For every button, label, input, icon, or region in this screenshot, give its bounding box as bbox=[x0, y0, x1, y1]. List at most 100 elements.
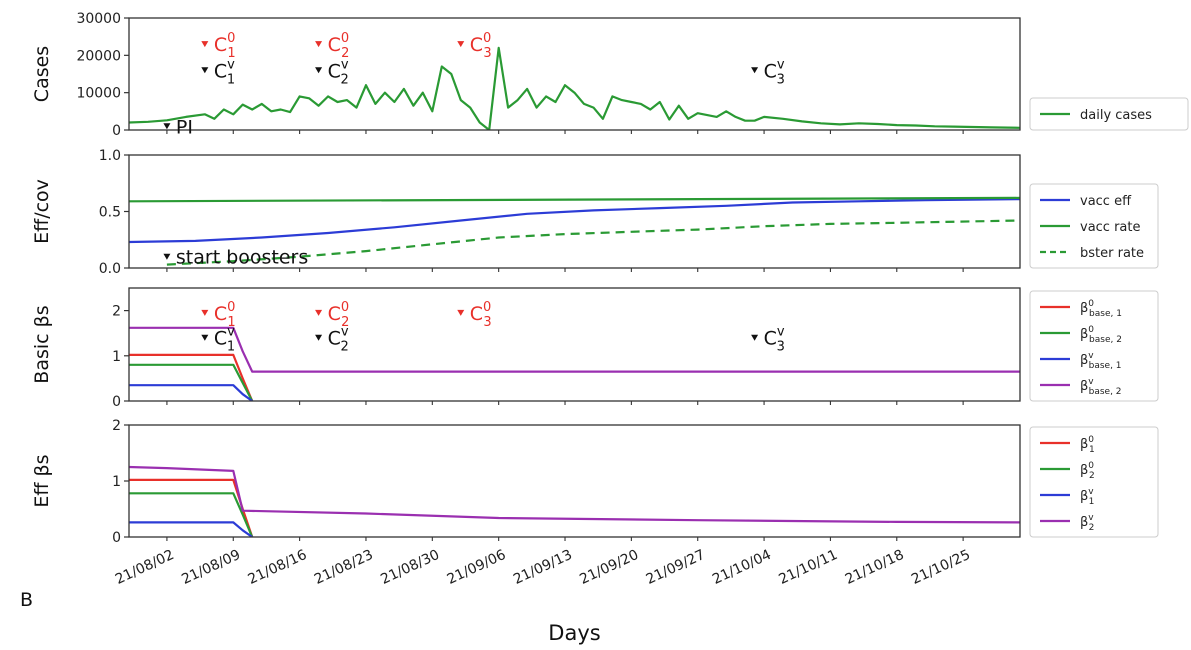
plot-frame bbox=[128, 424, 1021, 538]
x-tick-label: 21/10/04 bbox=[710, 547, 774, 588]
x-tick-label: 21/08/16 bbox=[246, 547, 310, 588]
annotation-marker bbox=[315, 41, 323, 48]
series-line-vacc-eff bbox=[129, 198, 1020, 244]
annotation-text: C bbox=[214, 328, 227, 350]
y-axis-label: Eff βs bbox=[31, 454, 53, 507]
annotation-sup: 0 bbox=[341, 31, 349, 46]
legend-sub: 2 bbox=[1089, 523, 1095, 533]
annotation-text: C bbox=[764, 60, 777, 82]
legend-label: vacc eff bbox=[1080, 194, 1132, 209]
x-tick-label: 21/10/25 bbox=[909, 547, 973, 588]
y-tick-label: 1 bbox=[112, 474, 121, 490]
annotation-text: C bbox=[470, 34, 483, 56]
x-tick-label: 21/10/11 bbox=[776, 547, 840, 588]
annotation-sup: 0 bbox=[341, 300, 349, 315]
annotation-sup: v bbox=[227, 57, 235, 72]
series-line-purple-3 bbox=[129, 465, 1020, 524]
legend-sup: 0 bbox=[1088, 325, 1094, 335]
annotation-text: C bbox=[328, 328, 341, 350]
annotation-text: C bbox=[214, 60, 227, 82]
annotation-label: C0 1 bbox=[214, 300, 236, 330]
legend-sub: base, 2 bbox=[1089, 387, 1122, 397]
y-axis-label: Basic βs bbox=[31, 305, 53, 383]
legend-sub: 2 bbox=[1089, 471, 1095, 481]
annotation-label: Cv 2 bbox=[328, 57, 349, 87]
y-tick-label: 1 bbox=[112, 349, 121, 365]
annotation-text: start boosters bbox=[176, 247, 308, 269]
series-line-green-1 bbox=[129, 492, 254, 537]
annotation-label: C0 2 bbox=[328, 300, 350, 330]
annotation-label: Cv 2 bbox=[328, 325, 349, 355]
annotation-sub: 2 bbox=[341, 46, 349, 61]
legend: β0 1β0 2βv 1βv 2 bbox=[1029, 426, 1159, 538]
annotation-marker bbox=[201, 67, 209, 74]
annotation-sup: 0 bbox=[227, 300, 235, 315]
annotation-sub: 3 bbox=[483, 46, 491, 61]
annotation-text: C bbox=[214, 303, 227, 325]
legend-text: β bbox=[1080, 327, 1088, 342]
annotation-sup: 0 bbox=[483, 300, 491, 315]
annotation-sup: v bbox=[777, 325, 785, 340]
annotation-marker bbox=[751, 334, 759, 341]
legend-label: βv 1 bbox=[1080, 487, 1094, 507]
annotation-sub: 2 bbox=[341, 72, 349, 87]
y-tick-label: 0 bbox=[112, 123, 121, 139]
legend: daily cases bbox=[1029, 97, 1189, 131]
series-line-green-1 bbox=[129, 363, 254, 401]
annotation-text: C bbox=[470, 303, 483, 325]
annotation-sub: 3 bbox=[777, 340, 785, 355]
annotation-marker bbox=[315, 309, 323, 316]
annotation-label: C0 2 bbox=[328, 31, 350, 61]
annotation-marker bbox=[315, 334, 323, 341]
legend-sup: v bbox=[1088, 513, 1094, 523]
y-tick-label: 0.0 bbox=[99, 261, 121, 277]
x-tick-label: 21/08/09 bbox=[179, 547, 243, 588]
annotation-marker bbox=[315, 67, 323, 74]
annotation-label: Cv 1 bbox=[214, 57, 235, 87]
x-tick-label: 21/10/18 bbox=[843, 547, 907, 588]
series-line-vacc-rate bbox=[129, 196, 1020, 203]
annotation-text: C bbox=[214, 34, 227, 56]
y-tick-label: 1.0 bbox=[99, 148, 121, 164]
annotation-sup: v bbox=[341, 57, 349, 72]
annotation-sub: 2 bbox=[341, 340, 349, 355]
legend-box bbox=[1029, 183, 1159, 269]
x-axis: 21/08/02 21/08/09 21/08/16 21/08/23 21/08/30… bbox=[113, 547, 973, 588]
legend-label: daily cases bbox=[1080, 108, 1152, 123]
legend-sup: 0 bbox=[1088, 299, 1094, 309]
plot-frame bbox=[128, 17, 1021, 131]
annotation-text: C bbox=[328, 34, 341, 56]
legend-box bbox=[1029, 97, 1189, 131]
y-tick-label: 0 bbox=[112, 530, 121, 546]
y-tick-label: 0.5 bbox=[99, 205, 121, 221]
legend-label: bster rate bbox=[1080, 246, 1144, 261]
legend-text: β bbox=[1080, 463, 1088, 478]
legend-sub: base, 1 bbox=[1089, 309, 1122, 319]
series-line-blue-2 bbox=[129, 521, 253, 537]
legend-sup: 0 bbox=[1088, 461, 1094, 471]
y-tick-label: 10000 bbox=[76, 86, 121, 102]
y-tick-label: 2 bbox=[112, 304, 121, 320]
legend-box bbox=[1029, 290, 1159, 402]
y-tick-label: 0 bbox=[112, 394, 121, 410]
series-line-blue-2 bbox=[129, 384, 253, 401]
legend-label: βv 2 bbox=[1080, 513, 1094, 533]
x-tick-label: 21/09/13 bbox=[511, 547, 575, 588]
annotation-text: C bbox=[328, 60, 341, 82]
legend-sup: 0 bbox=[1088, 435, 1094, 445]
series-line-red-0 bbox=[129, 478, 254, 537]
y-tick-label: 2 bbox=[112, 418, 121, 434]
legend-text: bster rate bbox=[1080, 246, 1144, 261]
series-line-daily-cases bbox=[129, 46, 1020, 130]
y-axis-label: Cases bbox=[31, 46, 53, 102]
legend-label: β0 2 bbox=[1080, 461, 1095, 481]
annotation-sub: 1 bbox=[227, 340, 235, 355]
annotation-marker bbox=[163, 253, 171, 260]
annotation-sup: v bbox=[341, 325, 349, 340]
legend-sub: 1 bbox=[1089, 497, 1095, 507]
annotation-sup: 0 bbox=[483, 31, 491, 46]
